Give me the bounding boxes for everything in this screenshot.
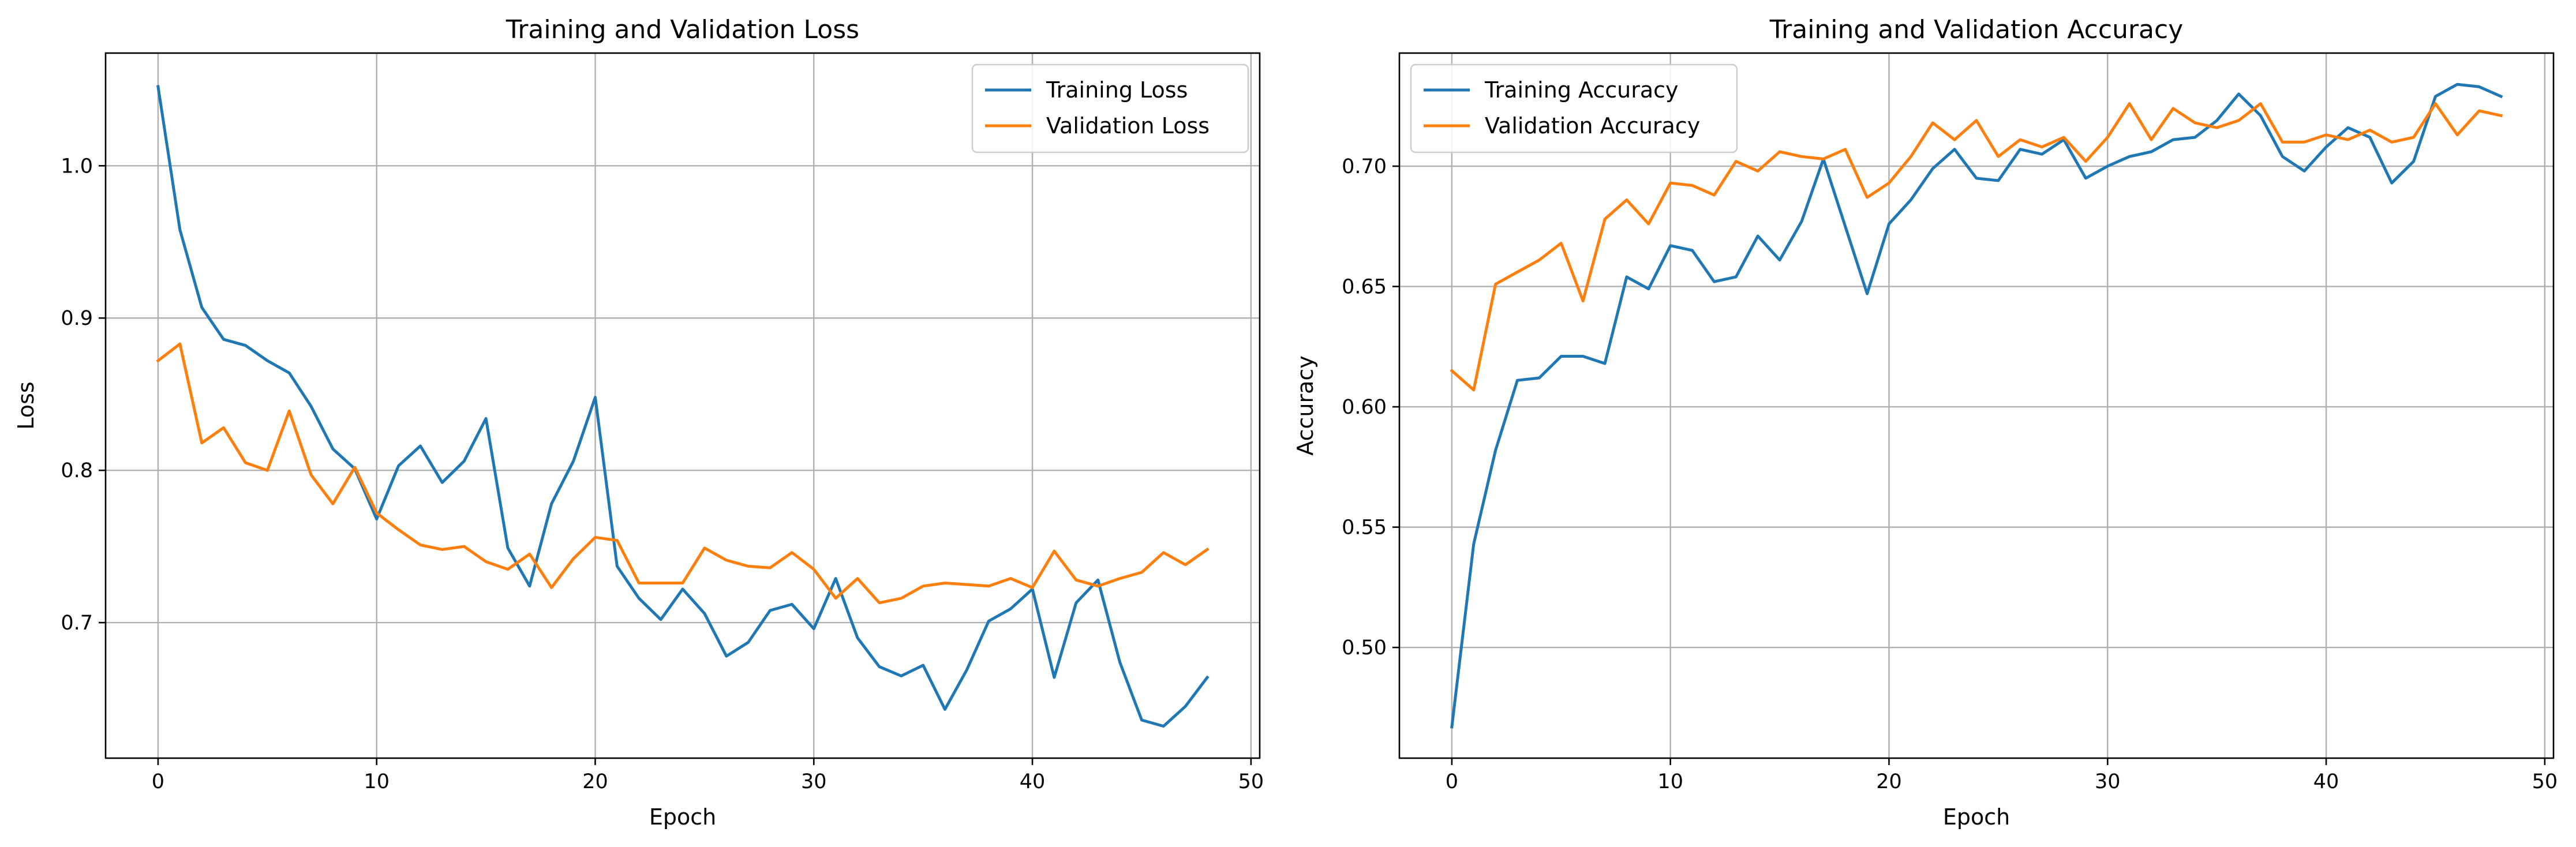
loss-legend-box (971, 63, 1249, 153)
accuracy-legend: Training Accuracy Validation Accuracy (1410, 63, 1738, 153)
loss-xtick-label-2: 20 (582, 770, 608, 793)
accuracy-ytick-label-0: 0.50 (1342, 636, 1387, 659)
loss-axes-frame (104, 52, 1261, 759)
loss-xtick-label-3: 30 (801, 770, 827, 793)
accuracy-xtick-label-4: 40 (2313, 770, 2339, 793)
loss-xtick-label-0: 0 (152, 770, 164, 793)
loss-series-line-1 (156, 342, 1210, 605)
loss-legend: Training Loss Validation Loss (971, 63, 1249, 153)
loss-chart-title: Training and Validation Loss (506, 15, 859, 44)
loss-y-axis-label: Loss (13, 381, 39, 429)
accuracy-legend-label-0: Training Accuracy (1484, 77, 1679, 103)
loss-legend-label-1: Validation Loss (1046, 113, 1210, 138)
accuracy-axes-frame (1398, 52, 2555, 759)
accuracy-series-line-1 (1450, 102, 2503, 392)
loss-legend-label-0: Training Loss (1046, 77, 1188, 103)
loss-xtick-label-4: 40 (1020, 770, 1046, 793)
accuracy-xtick-label-5: 50 (2532, 770, 2558, 793)
accuracy-xtick-label-2: 20 (1876, 770, 1902, 793)
accuracy-ytick-label-4: 0.70 (1342, 155, 1387, 178)
accuracy-legend-box (1410, 63, 1738, 153)
loss-ytick-label-3: 1.0 (61, 155, 93, 178)
accuracy-chart-title: Training and Validation Accuracy (1769, 15, 2184, 44)
accuracy-ytick-label-1: 0.55 (1342, 516, 1387, 539)
accuracy-xtick-label-0: 0 (1446, 770, 1458, 793)
accuracy-xtick-label-3: 30 (2095, 770, 2121, 793)
accuracy-y-axis-label: Accuracy (1293, 355, 1318, 456)
accuracy-xtick-label-1: 10 (1657, 770, 1683, 793)
loss-chart: 0 10 20 30 40 50 0.7 0.8 0.9 1.0 Training and Vali… (13, 15, 1264, 830)
loss-xtick-label-1: 10 (364, 770, 390, 793)
accuracy-x-axis-label: Epoch (1943, 804, 2010, 830)
loss-xtick-label-5: 50 (1238, 770, 1264, 793)
loss-ytick-label-1: 0.8 (61, 459, 93, 482)
loss-x-axis-label: Epoch (649, 804, 716, 830)
accuracy-chart: 0 10 20 30 40 50 0.50 0.55 0.60 0.65 0.70 Training … (1293, 15, 2558, 830)
accuracy-ytick-label-2: 0.60 (1342, 396, 1387, 419)
loss-series-line-0 (156, 85, 1210, 728)
accuracy-legend-label-1: Validation Accuracy (1485, 113, 1700, 138)
accuracy-ytick-label-3: 0.65 (1342, 276, 1387, 299)
loss-ytick-label-2: 0.9 (61, 307, 93, 330)
accuracy-series-line-0 (1450, 83, 2503, 729)
loss-ytick-label-0: 0.7 (61, 612, 93, 635)
